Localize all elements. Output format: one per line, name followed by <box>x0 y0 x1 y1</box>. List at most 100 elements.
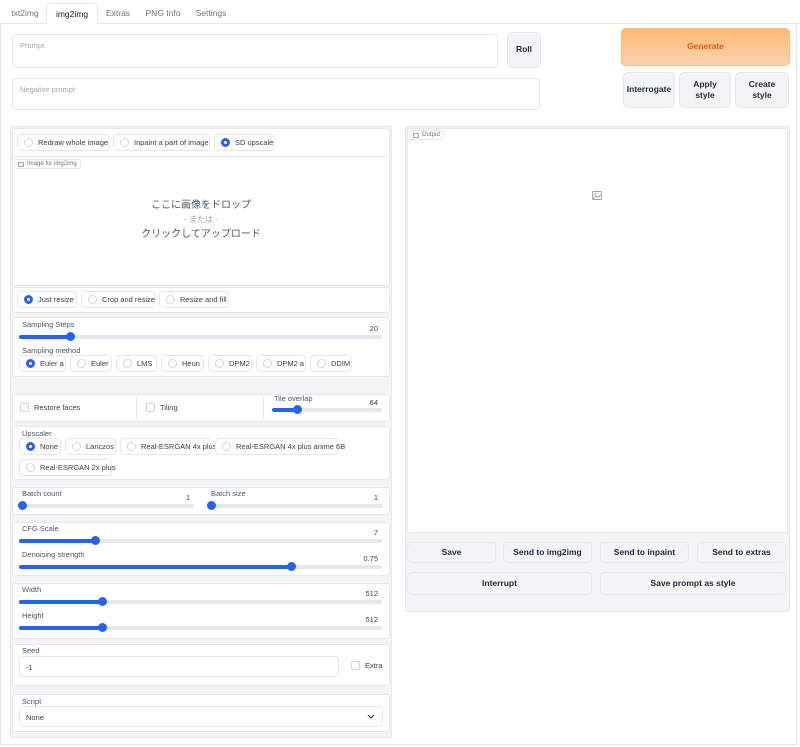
interrogate-button[interactable]: Interrogate <box>623 72 675 108</box>
height-slider[interactable] <box>19 623 382 632</box>
prompt-input[interactable]: Prompt <box>12 34 498 68</box>
radio-sampler-2 <box>123 359 132 368</box>
checkbox-tiling <box>146 403 155 412</box>
seed-label: Seed <box>22 646 40 655</box>
sampler-euler[interactable]: Euler <box>70 355 112 372</box>
slider-thumb[interactable] <box>65 332 75 341</box>
sampler-dpm2-a[interactable]: DPM2 a <box>256 355 306 372</box>
slider-thumb[interactable] <box>293 405 303 414</box>
tab-txt2img[interactable]: txt2img <box>11 8 39 18</box>
sampler-euler-a[interactable]: Euler a <box>19 355 66 372</box>
sampler-dpm2[interactable]: DPM2 <box>208 355 252 372</box>
sampling-steps-label: Sampling Steps <box>22 320 75 329</box>
image-input-block <box>12 128 390 286</box>
send-to-inpaint-button[interactable]: Send to inpaint <box>600 542 689 563</box>
radio-sampler-3 <box>168 359 177 368</box>
apply-style-button[interactable]: Apply style <box>679 72 731 108</box>
image-icon <box>18 161 24 167</box>
image-icon <box>413 132 419 138</box>
image-placeholder-icon <box>592 191 602 200</box>
create-style-button[interactable]: Create style <box>735 72 789 108</box>
negative-prompt-input[interactable]: Negative prompt <box>12 78 540 110</box>
restore-faces-checkbox[interactable]: Restore faces <box>14 399 134 416</box>
sampler-lms[interactable]: LMS <box>116 355 157 372</box>
tiling-checkbox[interactable]: Tiling <box>140 399 260 416</box>
batch-count-slider[interactable] <box>18 501 194 510</box>
width-slider[interactable] <box>19 597 382 606</box>
prompt-placeholder: Prompt <box>20 41 45 50</box>
sampler-ddim[interactable]: DDIM <box>310 355 352 372</box>
save-button[interactable]: Save <box>407 542 496 563</box>
sampling-steps-slider[interactable] <box>19 332 382 341</box>
tile-overlap-label: Tile overlap <box>274 394 313 403</box>
tab-png-info[interactable]: PNG Info <box>145 8 181 18</box>
upscaler-none[interactable]: None <box>19 438 61 455</box>
seed-value: -1 <box>26 663 33 672</box>
slider-fill <box>19 335 70 339</box>
output-label-text: Output <box>422 132 441 138</box>
mode-label: Inpaint a part of image <box>134 138 209 147</box>
drop-text-line3: クリックしてアップロード <box>141 229 261 240</box>
mode-label: SD upscale <box>235 138 274 147</box>
image-input-label: Image for img2img <box>14 159 81 169</box>
slider-thumb[interactable] <box>98 597 108 606</box>
mode-sd-upscale[interactable]: SD upscale <box>214 134 274 151</box>
batch-size-slider[interactable] <box>207 501 383 510</box>
sampler-label: Euler a <box>40 359 64 368</box>
chevron-down-icon <box>367 714 375 719</box>
send-to-extras-button[interactable]: Send to extras <box>697 542 786 563</box>
save-prompt-as-style-button[interactable]: Save prompt as style <box>600 572 786 595</box>
generate-button[interactable]: Generate <box>621 28 790 66</box>
output-gallery <box>407 128 788 533</box>
tiling-label: Tiling <box>160 403 178 412</box>
slider-thumb[interactable] <box>18 501 27 510</box>
tab-extras[interactable]: Extras <box>105 8 131 18</box>
seed-input[interactable]: -1 <box>19 656 339 677</box>
upscaler-lanczos[interactable]: Lanczos <box>65 438 116 455</box>
slider-thumb[interactable] <box>98 623 108 632</box>
cfg-scale-slider[interactable] <box>19 536 382 545</box>
slider-fill <box>19 600 103 604</box>
slider-thumb[interactable] <box>207 501 216 510</box>
slider-thumb[interactable] <box>287 562 297 571</box>
radio-sampler-6 <box>317 359 326 368</box>
roll-button[interactable]: Roll <box>507 32 541 68</box>
drop-text-line2: - または - <box>184 215 218 224</box>
height-value: 512 <box>365 615 378 624</box>
batch-size-label: Batch size <box>211 489 246 498</box>
resize-crop-and-resize[interactable]: Crop and resize <box>81 291 155 308</box>
denoising-strength-slider[interactable] <box>19 562 382 571</box>
resize-and-fill[interactable]: Resize and fill <box>159 291 229 308</box>
seed-extra-checkbox[interactable]: Extra <box>347 657 387 674</box>
image-drop-zone[interactable]: ここに画像をドロップ - または - クリックしてアップロード <box>13 170 389 285</box>
radio-upscaler-0 <box>26 442 35 451</box>
upscaler-option-label: Real-ESRGAN 4x plus <box>141 442 217 451</box>
send-to-img2img-button[interactable]: Send to img2img <box>503 542 592 563</box>
script-label: Script <box>22 697 42 706</box>
tab-content <box>0 23 797 745</box>
upscaler-realesrgan-4x[interactable]: Real-ESRGAN 4x plus <box>120 438 216 455</box>
slider-thumb[interactable] <box>91 536 101 545</box>
sampler-heun[interactable]: Heun <box>161 355 204 372</box>
mode-redraw-whole-image[interactable]: Redraw whole image <box>17 134 109 151</box>
output-label: Output <box>409 130 445 140</box>
interrupt-button[interactable]: Interrupt <box>407 572 592 595</box>
tab-divider <box>98 23 800 24</box>
batch-size-value: 1 <box>373 493 378 502</box>
script-select[interactable]: None <box>19 706 383 727</box>
tile-overlap-slider[interactable] <box>272 405 382 414</box>
checkbox-extra <box>351 661 360 670</box>
radio-resize-0 <box>24 295 33 304</box>
radio-mode-1 <box>120 138 129 147</box>
resize-just-resize[interactable]: Just resize <box>17 291 77 308</box>
upscaler-realesrgan-2x[interactable]: Real-ESRGAN 2x plus <box>19 459 115 476</box>
tab-img2img[interactable]: img2img <box>46 3 98 24</box>
sampler-label: LMS <box>137 359 153 368</box>
radio-sampler-4 <box>215 359 224 368</box>
mode-inpaint[interactable]: Inpaint a part of image <box>113 134 210 151</box>
upscaler-option-label: Real-ESRGAN 4x plus anime 6B <box>236 442 346 451</box>
upscaler-realesrgan-4x-anime[interactable]: Real-ESRGAN 4x plus anime 6B <box>215 438 345 455</box>
radio-sampler-5 <box>263 359 272 368</box>
radio-upscaler-2 <box>127 442 136 451</box>
tab-settings[interactable]: Settings <box>195 8 227 18</box>
